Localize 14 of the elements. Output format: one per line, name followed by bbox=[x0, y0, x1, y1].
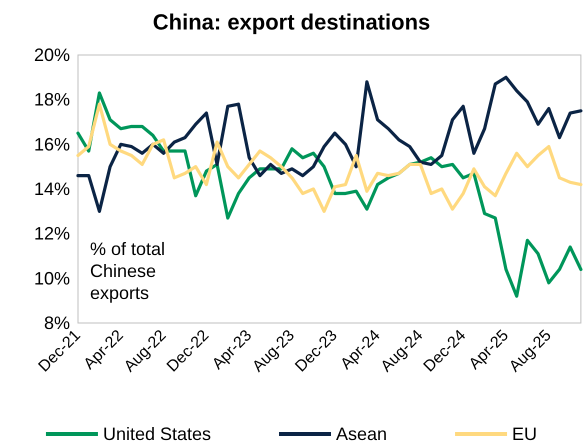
y-tick-label: 8% bbox=[44, 313, 70, 333]
y-tick-label: 10% bbox=[34, 268, 70, 288]
legend-label: EU bbox=[512, 424, 538, 444]
y-tick-label: 18% bbox=[34, 90, 70, 110]
annotation: % of total Chinese exports bbox=[90, 239, 170, 303]
chart-title: China: export destinations bbox=[152, 10, 430, 34]
line-series bbox=[76, 76, 582, 213]
y-tick-label: 16% bbox=[34, 134, 70, 154]
y-tick-label: 14% bbox=[34, 179, 70, 199]
legend-label: Asean bbox=[336, 424, 388, 444]
y-tick-label: 20% bbox=[34, 45, 70, 65]
y-tick-label: 12% bbox=[34, 224, 70, 244]
legend-label: United States bbox=[102, 424, 212, 444]
line-series bbox=[76, 102, 582, 213]
